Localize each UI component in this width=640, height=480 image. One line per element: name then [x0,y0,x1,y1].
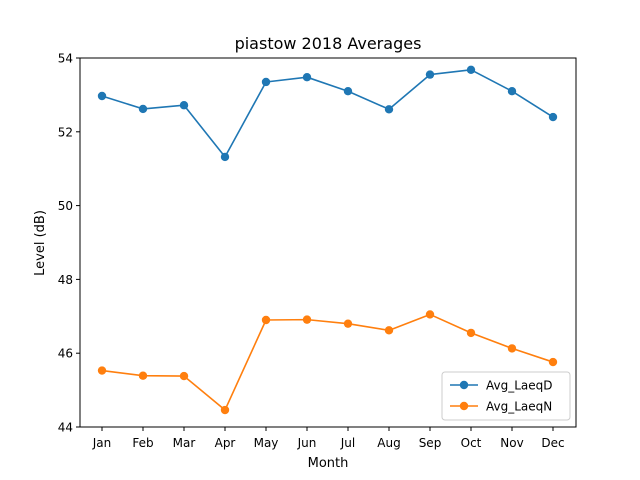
x-axis-label: Month [308,456,349,471]
data-point [179,371,189,381]
data-point [302,72,312,82]
data-point [179,101,189,110]
x-tick-label: Jun [297,436,317,450]
data-point [261,77,271,87]
x-tick-label: Dec [541,436,564,450]
data-point [548,357,558,367]
legend: Avg_LaeqD Avg_LaeqN [441,371,571,421]
legend-marker [459,380,469,390]
x-tick-label: Oct [461,436,482,450]
data-point [220,152,230,162]
legend-label: Avg_LaeqN [486,400,552,414]
x-tick-label: Aug [377,436,400,450]
data-point [343,319,353,328]
chart-title: piastow 2018 Averages [235,34,422,53]
legend-box [441,371,571,421]
x-tick-label: Mar [173,436,196,450]
x-tick-label: Jan [92,436,112,450]
y-tick-label: 46 [58,347,73,361]
x-tick-label: Nov [500,436,523,450]
y-tick-label: 50 [58,199,73,213]
data-point [97,366,107,375]
y-tick-label: 48 [58,273,73,287]
plot-frame [79,57,577,428]
x-tick-label: Sep [419,436,442,450]
data-point [138,371,148,380]
data-point [302,315,312,324]
x-tick-label: Apr [215,436,236,450]
data-point [507,344,517,353]
y-axis-label: Level (dB) [33,210,48,276]
data-point [384,326,394,335]
x-tick-label: Jul [340,436,355,450]
y-tick-label: 54 [58,52,73,66]
data-point [384,105,394,114]
data-point [548,112,558,122]
data-point [97,91,107,101]
legend-label: Avg_LaeqD [486,379,553,393]
data-point [425,310,435,319]
plot-area: 44 46 48 50 52 54 Jan Feb Mar Apr May Jun Jul Aug Sep O… [58,52,565,451]
data-point [507,87,517,96]
data-point [466,328,476,338]
data-point [425,70,435,79]
data-point [466,65,476,75]
data-point [343,87,353,96]
y-tick-label: 52 [58,125,73,139]
series-line-avg-laeqd [101,69,554,158]
series-line-avg-laeqn [101,313,554,411]
y-tick-label: 44 [58,421,73,435]
x-tick-label: May [254,436,279,450]
data-point [220,405,230,415]
x-tick-label: Feb [132,436,153,450]
legend-marker [459,401,469,411]
data-point [138,104,148,114]
data-point [261,315,271,325]
